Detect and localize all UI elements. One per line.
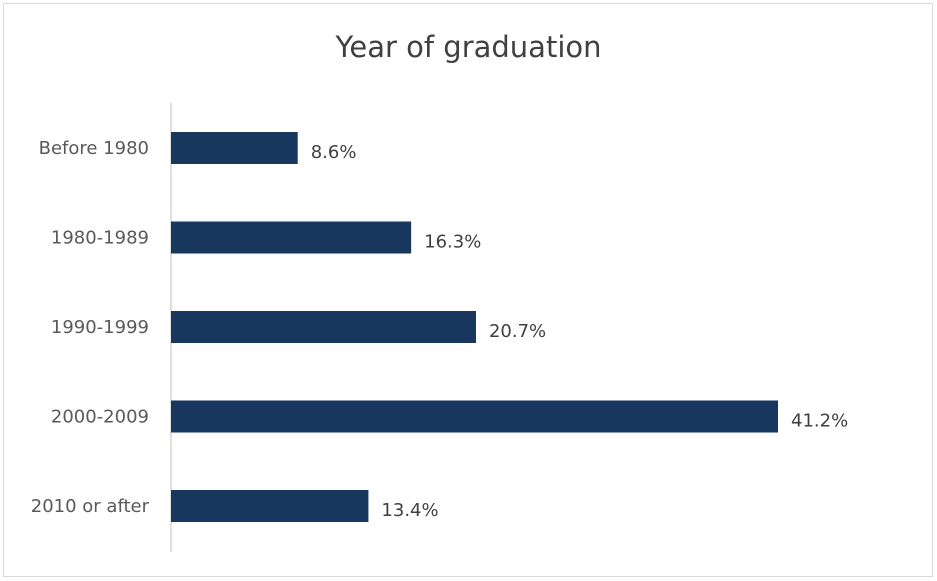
data-label-4: 13.4%	[381, 500, 438, 521]
bar-4	[171, 490, 369, 522]
data-label-3: 41.2%	[791, 411, 848, 432]
chart-title: Year of graduation	[335, 30, 602, 64]
category-label-2: 1990-1999	[51, 317, 149, 338]
data-label-1: 16.3%	[424, 232, 481, 253]
data-label-0: 8.6%	[311, 142, 357, 163]
bar-1	[171, 221, 412, 254]
category-label-0: Before 1980	[39, 138, 149, 159]
category-label-1: 1980-1989	[51, 228, 149, 249]
category-label-4: 2010 or after	[31, 496, 150, 517]
category-label-3: 2000-2009	[51, 407, 149, 428]
chart-frame	[3, 3, 933, 577]
bar-2	[171, 311, 476, 343]
bar-0	[171, 132, 298, 164]
data-label-2: 20.7%	[489, 321, 546, 342]
bar-3	[171, 400, 778, 433]
